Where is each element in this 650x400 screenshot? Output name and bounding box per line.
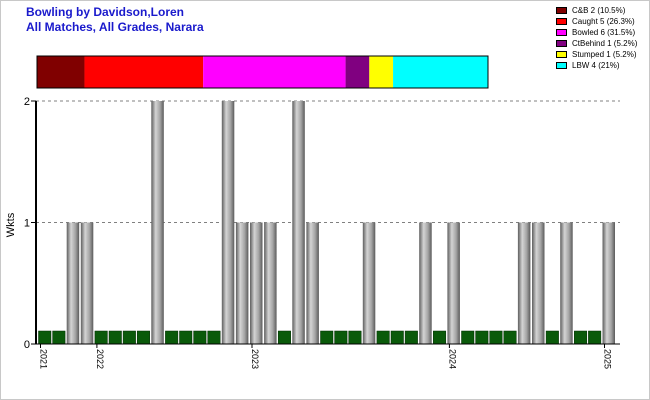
y-axis-label: Wkts	[5, 212, 17, 237]
zero-wicket-marker	[461, 330, 475, 345]
zero-wicket-marker	[404, 330, 418, 345]
wicket-bar	[264, 222, 277, 344]
y-tick-label: 0	[24, 339, 30, 351]
chart-subtitle: All Matches, All Grades, Narara	[26, 20, 204, 34]
wicket-bar	[532, 222, 545, 344]
zero-wicket-marker	[348, 330, 362, 345]
legend-swatch	[556, 61, 567, 69]
legend-label: Caught 5 (26.3%)	[572, 16, 635, 26]
legend-swatch	[556, 39, 567, 47]
dismissal-segment-bowled	[203, 56, 346, 88]
wicket-bar	[151, 101, 164, 344]
legend-label: Stumped 1 (5.2%)	[572, 49, 637, 59]
zero-wicket-marker	[376, 330, 390, 345]
dismissal-bar-border	[36, 55, 489, 89]
zero-wicket-marker	[489, 330, 503, 345]
y-tick-label: 2	[24, 96, 30, 108]
wicket-bar	[419, 222, 432, 344]
dismissal-segment-ctbehind	[345, 56, 370, 88]
zero-wicket-marker	[94, 330, 108, 345]
x-tick-label: 2022	[95, 349, 105, 369]
legend-swatch	[556, 50, 567, 58]
legend-item-ctbehind: CtBehind 1 (5.2%)	[556, 38, 637, 48]
zero-wicket-marker	[334, 330, 348, 345]
legend-label: CtBehind 1 (5.2%)	[572, 38, 638, 48]
bars	[38, 101, 615, 345]
y-tick-labels: 0 1 2	[24, 96, 36, 351]
zero-wicket-marker	[52, 330, 66, 345]
wicket-bar	[292, 101, 305, 344]
zero-wicket-marker	[545, 330, 559, 345]
legend-item-cb: C&B 2 (10.5%)	[556, 5, 637, 15]
chart-title: Bowling by Davidson,Loren	[26, 5, 185, 19]
gridlines	[36, 100, 620, 223]
x-tick-labels: 2021 2022 2023 2024 2025	[39, 344, 613, 369]
x-tick-label: 2021	[39, 349, 49, 369]
zero-wicket-marker	[136, 330, 150, 345]
legend-swatch	[556, 6, 567, 14]
wicket-bar	[80, 222, 94, 344]
zero-wicket-marker	[179, 330, 193, 345]
legend-swatch	[556, 17, 567, 25]
dismissal-segment-lbw	[393, 56, 488, 88]
zero-wicket-marker	[108, 330, 122, 345]
x-tick-label: 2024	[447, 349, 457, 369]
dismissal-segment-cb	[37, 56, 85, 88]
legend-label: Bowled 6 (31.5%)	[572, 27, 636, 37]
legend: C&B 2 (10.5%) Caught 5 (26.3%) Bowled 6 …	[556, 5, 637, 71]
zero-wicket-marker	[475, 330, 489, 345]
zero-wicket-marker	[433, 330, 447, 345]
zero-wicket-marker	[390, 330, 404, 345]
y-tick-label: 1	[24, 218, 30, 230]
legend-item-stumped: Stumped 1 (5.2%)	[556, 49, 637, 59]
wicket-bar	[602, 222, 615, 344]
dismissal-segment-stumped	[369, 56, 394, 88]
wicket-bar	[560, 222, 573, 344]
wicket-bar	[250, 222, 263, 344]
wicket-bar	[517, 222, 531, 344]
wicket-bar	[66, 222, 80, 344]
zero-wicket-marker	[122, 330, 136, 345]
dismissal-segment-caught	[84, 56, 204, 88]
wicket-bar	[362, 222, 376, 344]
zero-wicket-marker	[38, 330, 52, 345]
zero-wicket-marker	[193, 330, 207, 345]
zero-wicket-marker	[277, 330, 291, 345]
zero-wicket-marker	[320, 330, 334, 345]
zero-wicket-marker	[503, 330, 517, 345]
wicket-bar	[221, 101, 235, 344]
wicket-bar	[235, 222, 249, 344]
wicket-bar	[306, 222, 319, 344]
zero-wicket-marker	[207, 330, 221, 345]
x-tick-label: 2023	[250, 349, 260, 369]
wicket-bar	[447, 222, 460, 344]
legend-item-caught: Caught 5 (26.3%)	[556, 16, 637, 26]
legend-item-bowled: Bowled 6 (31.5%)	[556, 27, 637, 37]
zero-wicket-marker	[588, 330, 602, 345]
legend-item-lbw: LBW 4 (21%)	[556, 60, 637, 70]
dismissal-breakdown-bar	[36, 55, 489, 89]
legend-swatch	[556, 28, 567, 36]
zero-wicket-marker	[574, 330, 588, 345]
legend-label: LBW 4 (21%)	[572, 60, 620, 70]
legend-label: C&B 2 (10.5%)	[572, 5, 626, 15]
zero-wicket-marker	[165, 330, 179, 345]
x-tick-label: 2025	[603, 349, 613, 369]
